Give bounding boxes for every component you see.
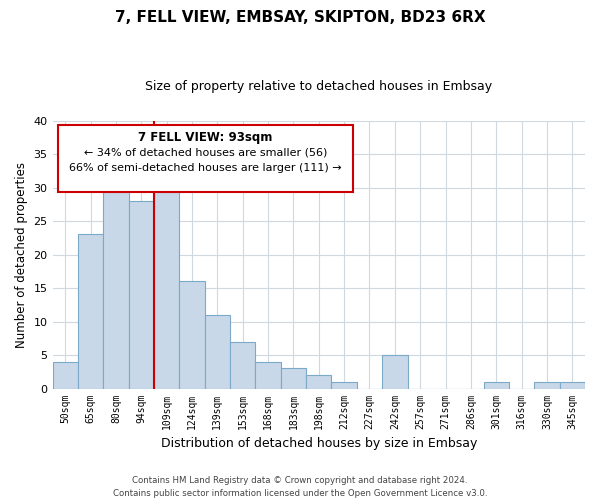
Bar: [78, 234, 103, 388]
Text: Contains HM Land Registry data © Crown copyright and database right 2024.
Contai: Contains HM Land Registry data © Crown c…: [113, 476, 487, 498]
Text: 7, FELL VIEW, EMBSAY, SKIPTON, BD23 6RX: 7, FELL VIEW, EMBSAY, SKIPTON, BD23 6RX: [115, 10, 485, 25]
Y-axis label: Number of detached properties: Number of detached properties: [15, 162, 28, 348]
Bar: [103, 174, 128, 388]
Bar: [179, 282, 205, 389]
Bar: [484, 382, 509, 388]
Bar: [281, 368, 306, 388]
FancyBboxPatch shape: [58, 124, 353, 192]
Bar: [128, 201, 154, 388]
Bar: [154, 188, 179, 388]
Bar: [382, 355, 407, 388]
Bar: [256, 362, 281, 388]
Bar: [205, 315, 230, 388]
Bar: [306, 375, 331, 388]
Bar: [53, 362, 78, 388]
Bar: [230, 342, 256, 388]
Text: 7 FELL VIEW: 93sqm: 7 FELL VIEW: 93sqm: [139, 132, 273, 144]
Text: ← 34% of detached houses are smaller (56): ← 34% of detached houses are smaller (56…: [84, 148, 328, 158]
Title: Size of property relative to detached houses in Embsay: Size of property relative to detached ho…: [145, 80, 493, 93]
X-axis label: Distribution of detached houses by size in Embsay: Distribution of detached houses by size …: [161, 437, 477, 450]
Bar: [331, 382, 357, 388]
Bar: [560, 382, 585, 388]
Text: 66% of semi-detached houses are larger (111) →: 66% of semi-detached houses are larger (…: [70, 164, 342, 173]
Bar: [534, 382, 560, 388]
